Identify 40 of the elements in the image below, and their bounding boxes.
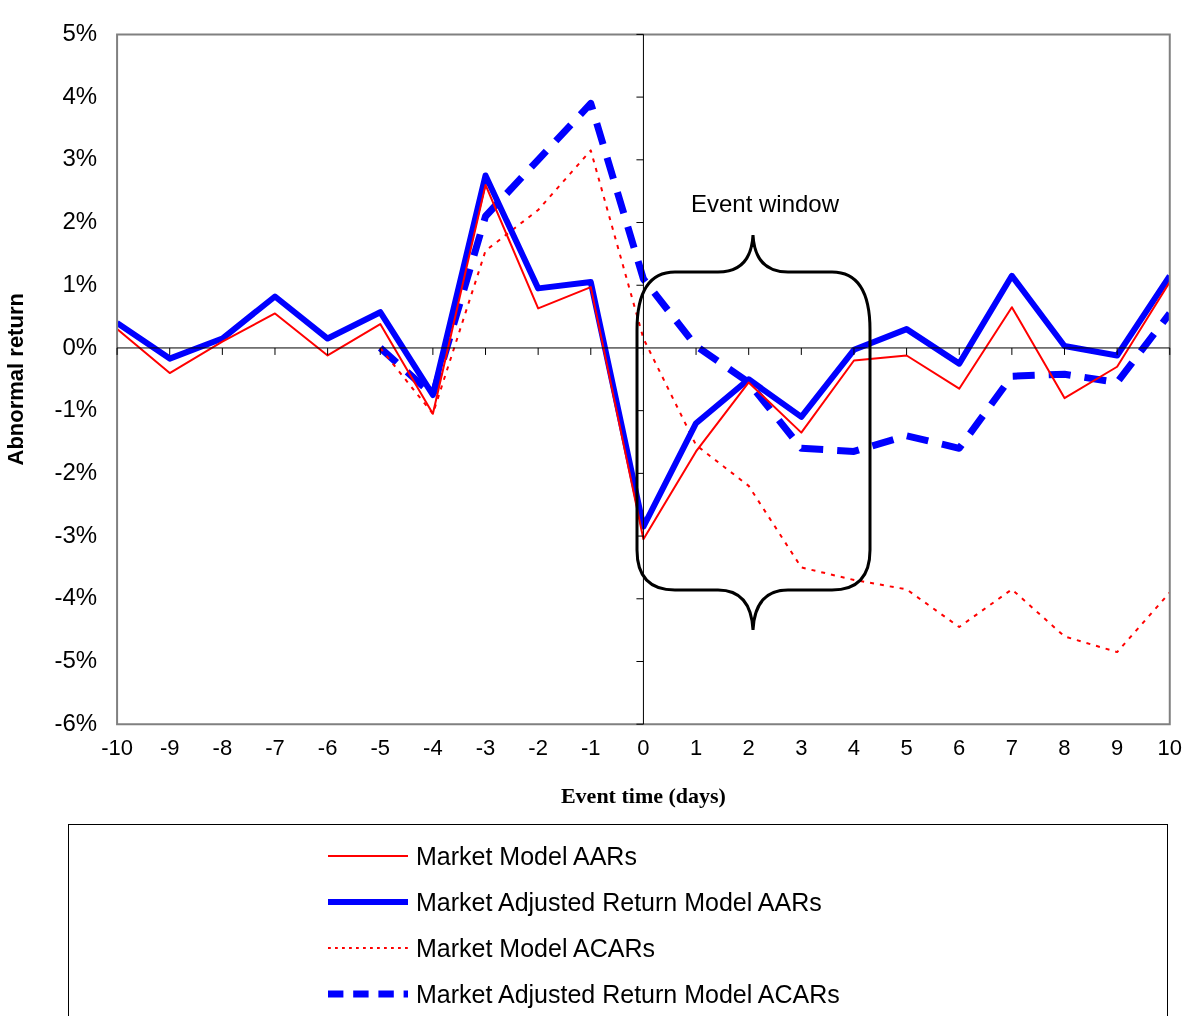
y-tick-label: 5% <box>62 19 98 47</box>
annotation: Event window <box>689 190 841 218</box>
legend-label: Market Adjusted Return Model AARs <box>416 887 822 917</box>
y-tick-label: 0% <box>62 332 98 360</box>
legend-label: Market Adjusted Return Model ACARs <box>416 979 840 1009</box>
x-tick-label: -2 <box>528 735 548 761</box>
y-tick-label: -3% <box>54 520 98 548</box>
x-tick-label: 7 <box>1005 735 1018 761</box>
y-tick-label: 1% <box>62 269 98 297</box>
x-tick-label: -1 <box>581 735 601 761</box>
x-tick-label: 0 <box>637 735 650 761</box>
y-tick-label: -6% <box>54 708 98 736</box>
x-tick-label: 1 <box>689 735 703 761</box>
x-tick-label: -6 <box>317 735 338 761</box>
y-tick-label: 2% <box>62 207 98 235</box>
x-tick-label: 3 <box>795 735 808 761</box>
y-tick-label: -4% <box>54 583 98 611</box>
legend-label: Market Model ACARs <box>416 933 655 963</box>
x-tick-label: 10 <box>1157 735 1183 761</box>
x-tick-label: -7 <box>265 735 285 761</box>
x-tick-label: -8 <box>212 735 233 761</box>
x-tick-label: 6 <box>953 735 966 761</box>
legend-label: Market Model AARs <box>416 841 637 871</box>
x-tick-label: 5 <box>900 735 913 761</box>
x-tick-label: -9 <box>159 735 180 761</box>
y-tick-label: -2% <box>54 457 98 485</box>
y-tick-label: -1% <box>54 395 98 423</box>
x-tick-label: -10 <box>101 735 133 761</box>
y-axis-title: Abnormal return <box>3 293 29 466</box>
x-tick-label: 4 <box>847 735 861 761</box>
x-tick-label: 9 <box>1111 735 1124 761</box>
y-tick-label: 3% <box>62 144 98 172</box>
x-tick-label: -5 <box>370 735 391 761</box>
x-tick-label: 2 <box>742 735 755 761</box>
x-axis-title: Event time (days) <box>560 783 726 809</box>
x-tick-label: 8 <box>1058 735 1071 761</box>
x-tick-label: -3 <box>475 735 496 761</box>
y-tick-label: 4% <box>62 81 98 109</box>
y-tick-label: -5% <box>54 646 98 674</box>
x-tick-label: -4 <box>423 735 443 761</box>
